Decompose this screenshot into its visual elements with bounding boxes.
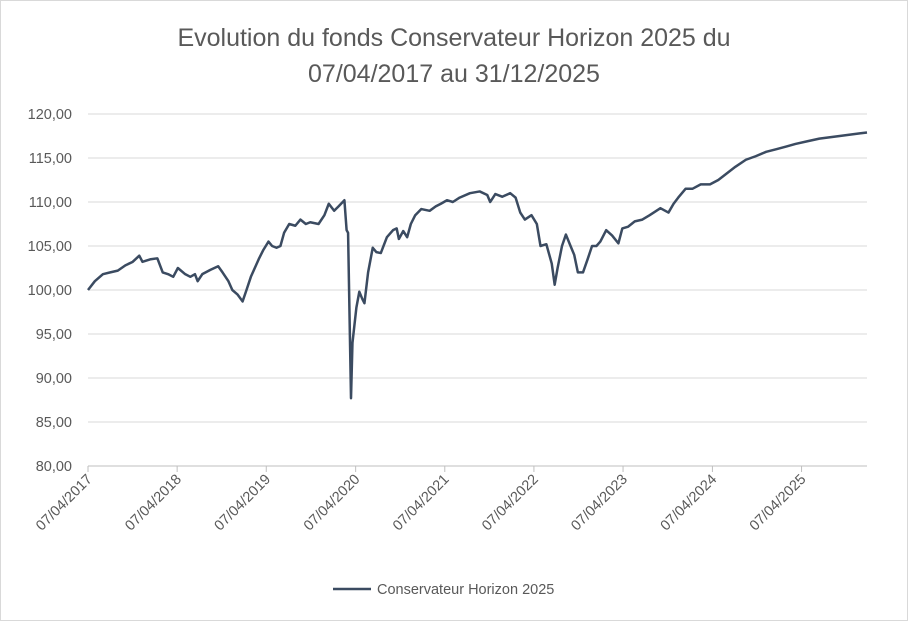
x-tick-label: 07/04/2019 (211, 472, 274, 535)
y-tick-label: 120,00 (28, 107, 72, 123)
x-tick-label: 07/04/2025 (747, 472, 810, 535)
y-tick-label: 80,00 (36, 459, 72, 475)
x-tick-label: 07/04/2017 (33, 472, 96, 535)
x-tick-label: 07/04/2022 (479, 472, 542, 535)
y-tick-label: 105,00 (28, 239, 72, 255)
x-tick-label: 07/04/2024 (658, 472, 721, 535)
series-line (87, 131, 868, 400)
y-tick-label: 100,00 (28, 283, 72, 299)
y-tick-label: 95,00 (36, 327, 72, 343)
y-tick-label: 90,00 (36, 371, 72, 387)
x-tick-label: 07/04/2023 (568, 472, 631, 535)
y-tick-label: 110,00 (29, 195, 72, 211)
chart-title: Evolution du fonds Conservateur Horizon … (177, 24, 731, 88)
x-tick-label: 07/04/2018 (122, 472, 185, 535)
x-tick-label: 07/04/2020 (301, 472, 364, 535)
legend-label: Conservateur Horizon 2025 (377, 582, 554, 598)
y-tick-label: 85,00 (36, 415, 72, 431)
y-tick-label: 115,00 (29, 151, 72, 167)
x-tick-label: 07/04/2021 (390, 472, 453, 535)
